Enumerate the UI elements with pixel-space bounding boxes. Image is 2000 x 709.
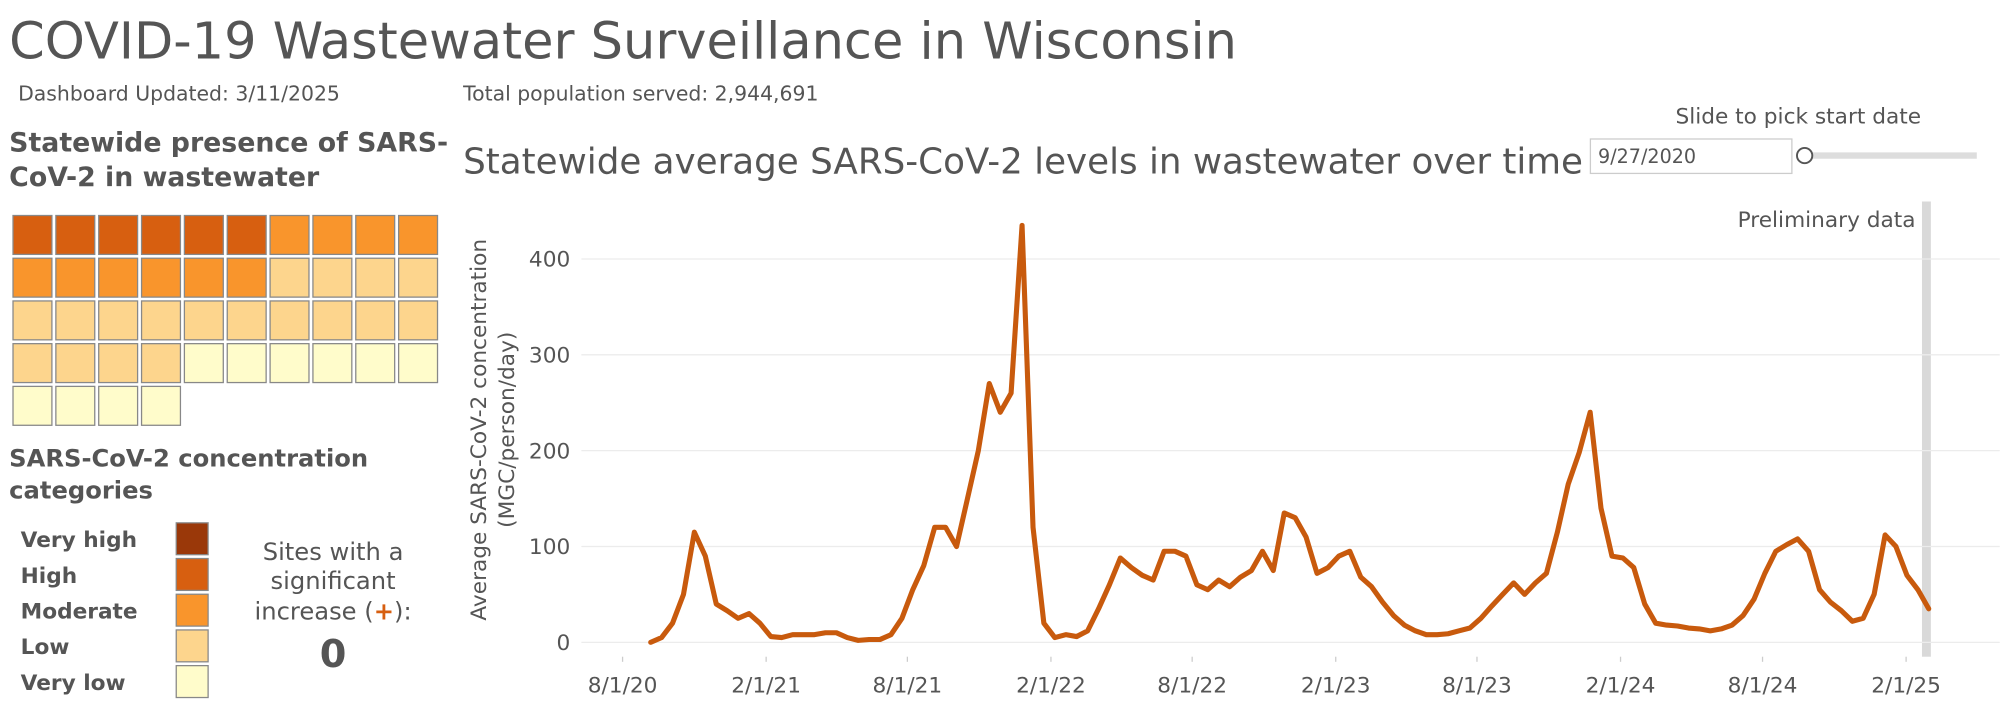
site-tile (98, 343, 139, 384)
slider-label: Slide to pick start date (1675, 105, 1921, 130)
x-tick-label: 8/1/21 (873, 673, 943, 698)
x-tick-label: 2/1/23 (1301, 673, 1371, 698)
legend-label: High (21, 564, 77, 589)
x-tick-label: 2/1/24 (1586, 673, 1656, 698)
series-line (648, 222, 1932, 645)
legend-label: Low (21, 635, 70, 660)
legend-swatch (175, 665, 209, 699)
site-tile (397, 300, 439, 341)
site-tile (98, 257, 139, 298)
site-tile (140, 257, 182, 298)
site-tile (12, 385, 53, 426)
site-tile (55, 214, 96, 256)
increase-label: significant (271, 567, 396, 595)
site-tile (12, 300, 53, 341)
site-tile (226, 343, 267, 384)
site-tile (397, 214, 439, 256)
legend-swatch (175, 593, 209, 627)
x-tick-label: 8/1/20 (588, 673, 658, 698)
y-tick-label: 200 (529, 439, 570, 464)
legend-swatch (175, 522, 209, 556)
legend-label: Very low (21, 671, 126, 696)
site-tile (355, 257, 396, 298)
site-tile (312, 214, 353, 256)
x-tick-label: 8/1/22 (1157, 673, 1227, 698)
x-tick-label: 8/1/24 (1728, 673, 1798, 698)
site-tile (269, 300, 310, 341)
increase-label: increase (+): (255, 598, 412, 626)
increase-label: Sites with a (263, 538, 404, 566)
site-tile (55, 257, 96, 298)
site-tile (140, 385, 182, 426)
y-tick-label: 100 (529, 535, 570, 560)
site-tile (312, 300, 353, 341)
annotation: Preliminary data (1738, 208, 1916, 233)
site-tile (12, 343, 53, 384)
x-tick-label: 8/1/23 (1442, 673, 1512, 698)
legend-swatch (175, 629, 209, 663)
dashboard-title: COVID-19 Wastewater Surveillance in Wisc… (9, 13, 1237, 72)
waffle-title: Statewide presence of SARS- (9, 128, 448, 159)
site-tile (183, 214, 224, 256)
site-tile (98, 385, 139, 426)
site-tile (397, 343, 439, 384)
increase-label: increase ( (255, 598, 374, 626)
site-tile (55, 343, 96, 384)
date-input[interactable] (1589, 138, 1793, 175)
waffle-title: CoV-2 in wastewater (9, 162, 320, 193)
site-tile (140, 214, 182, 256)
site-tile (183, 343, 224, 384)
site-tile (269, 343, 310, 384)
site-tile (269, 214, 310, 256)
x-tick-label: 2/1/25 (1871, 673, 1941, 698)
site-tile (12, 214, 53, 256)
legend-title: SARS-CoV-2 concentration (9, 445, 368, 473)
y-tick-label: 300 (529, 343, 570, 368)
date-input-value: 9/27/2020 (1598, 145, 1696, 168)
site-tile (226, 214, 267, 256)
site-tile (55, 300, 96, 341)
legend-swatch (175, 557, 209, 592)
x-tick-label: 2/1/21 (731, 673, 801, 698)
updated-date: Dashboard Updated: 3/11/2025 (18, 82, 340, 106)
increase-label: ): (394, 598, 412, 626)
site-tile (355, 300, 396, 341)
site-tile (312, 257, 353, 298)
site-tile (226, 300, 267, 341)
site-tile (12, 257, 53, 298)
slider-handle[interactable] (1796, 146, 1814, 165)
preliminary-band (1921, 201, 1931, 657)
y-tick-label: 400 (529, 248, 570, 273)
site-tile (355, 343, 396, 384)
site-tile (312, 343, 353, 384)
site-tile (98, 214, 139, 256)
population: Total population served: 2,944,691 (462, 82, 818, 106)
site-tile (140, 300, 182, 341)
legend-title: categories (9, 477, 153, 505)
site-tile (183, 300, 224, 341)
increase-value: 0 (320, 632, 347, 677)
site-tile (226, 257, 267, 298)
site-tile (183, 257, 224, 298)
y-tick-label: 0 (556, 631, 570, 656)
site-tile (98, 300, 139, 341)
site-tile (355, 214, 396, 256)
x-tick-label: 2/1/22 (1016, 673, 1086, 698)
chart-title: Statewide average SARS-CoV-2 levels in w… (463, 141, 1583, 182)
y-axis-label: Average SARS-CoV-2 concentration (467, 239, 492, 621)
legend-label: Very high (21, 528, 137, 553)
legend-label: Moderate (21, 599, 138, 624)
site-tile (55, 385, 96, 426)
site-tile (269, 257, 310, 298)
y-axis-label: (MGC/person/day) (495, 332, 520, 528)
site-tile (140, 343, 182, 384)
increase-symbol: + (374, 598, 394, 626)
site-tile (397, 257, 439, 298)
